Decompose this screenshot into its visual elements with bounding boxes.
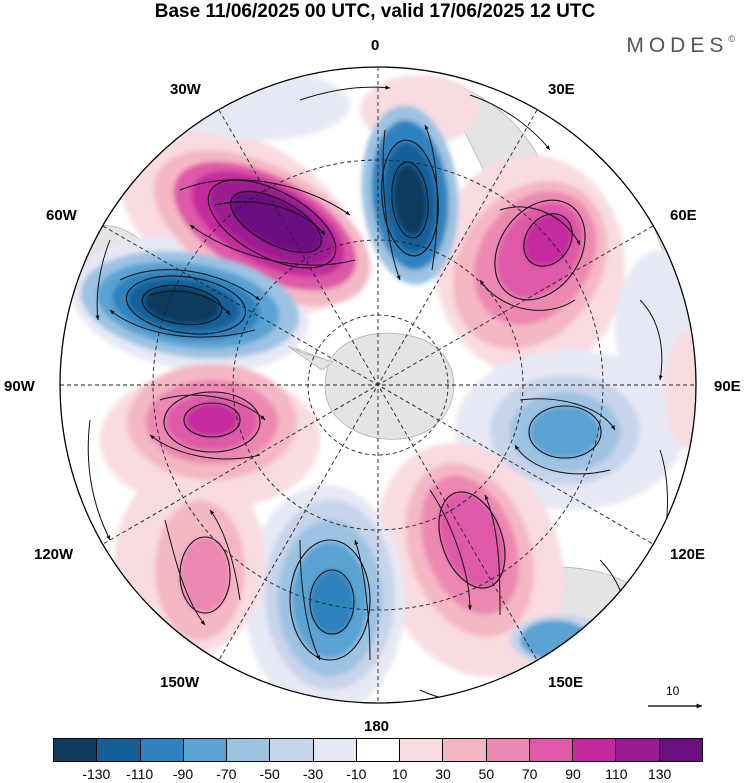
colorbar-bin — [182, 739, 227, 761]
wind-streamlines — [87, 85, 668, 703]
colorbar-bin — [485, 739, 529, 761]
lon-label-120w: 120W — [34, 546, 74, 563]
colorbar-tick-label: -50 — [259, 766, 280, 782]
colorbar-tick-label: 70 — [521, 766, 538, 782]
lon-label-120e: 120E — [670, 546, 706, 563]
map-title: Base 11/06/2025 00 UTC, valid 17/06/2025… — [154, 1, 596, 22]
colorbar-bin — [528, 739, 573, 761]
lon-label-30e: 30E — [548, 81, 575, 98]
colorbar-tick-label: -30 — [302, 766, 324, 782]
reference-vector-label: 10 — [666, 684, 680, 698]
colorbar-bin — [615, 739, 659, 761]
brand-name: MODES — [626, 34, 729, 57]
colorbar-bin — [96, 739, 140, 761]
peninsula-overlay — [287, 345, 334, 371]
lon-label-150e: 150E — [548, 674, 584, 691]
colorbar-tick-label: -10 — [346, 766, 367, 782]
colorbar-bin — [139, 739, 183, 761]
colorbar-tick-label: 130 — [647, 766, 672, 782]
lon-label-0: 0 — [371, 37, 380, 54]
lon-label-150w: 150W — [160, 674, 200, 691]
colorbar-tick-label: -90 — [172, 766, 194, 782]
colorbar-bin — [355, 739, 400, 761]
colorbar-bin — [399, 739, 443, 761]
colorbar-tick-label: -130 — [82, 766, 111, 782]
colorbar-tick-label: 10 — [391, 766, 408, 782]
colorbar-tick-label: 50 — [478, 766, 495, 782]
colorbar-bin — [54, 739, 97, 761]
colorbar-bin — [226, 739, 270, 761]
lon-label-90w: 90W — [4, 378, 35, 395]
lon-label-90e: 90E — [714, 378, 741, 395]
colorbar-tick-label: 30 — [435, 766, 451, 782]
colorbar-tick-label: -110 — [126, 766, 154, 782]
colorbar-bin — [312, 739, 356, 761]
colorbar-bin — [442, 739, 486, 761]
colorbar-ticks: -130 -110 -90 -70 -50 -30 -10 10 30 50 70 90 110 130 — [53, 766, 703, 783]
lon-label-30w: 30W — [170, 81, 201, 98]
colorbar-tick-label: 90 — [565, 766, 581, 782]
antarctica-overlay — [324, 332, 455, 440]
colorbar-bin — [658, 739, 702, 761]
lon-label-180: 180 — [364, 718, 390, 735]
brand-logo: MODES© — [626, 34, 735, 58]
brand-mark: © — [728, 34, 735, 44]
lon-label-60e: 60E — [670, 207, 697, 224]
colorbar-bin — [572, 739, 616, 761]
colorbar — [53, 738, 703, 762]
graticule — [60, 67, 696, 703]
colorbar-tick-label: 110 — [605, 766, 628, 782]
colorbar-tick-label: -70 — [216, 766, 237, 782]
lon-label-60w: 60W — [46, 207, 77, 224]
map-disk — [60, 67, 696, 703]
colorbar-bin — [269, 739, 313, 761]
map-border — [59, 66, 697, 704]
